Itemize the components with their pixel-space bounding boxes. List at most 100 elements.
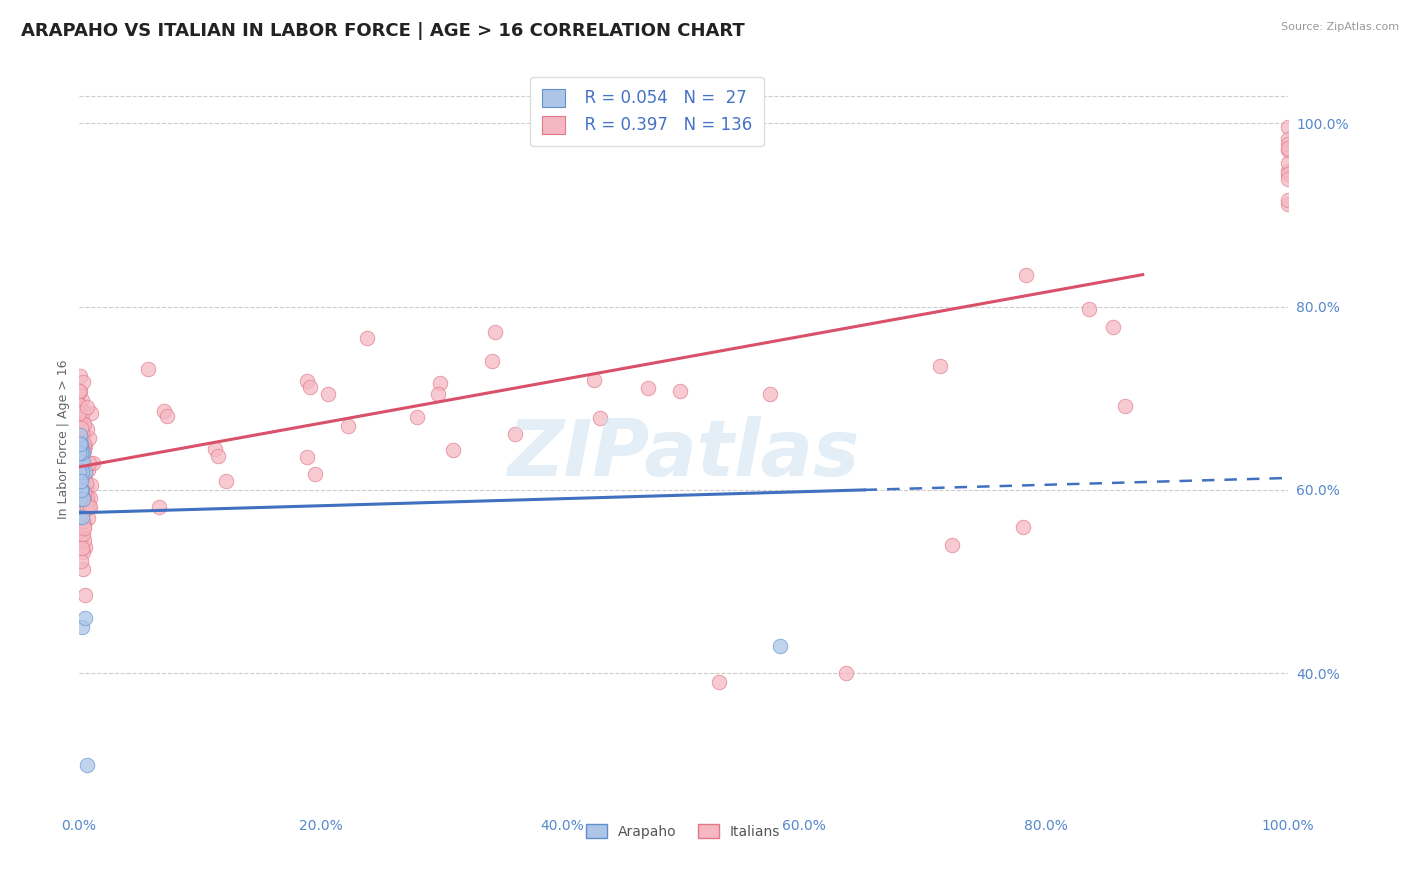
Point [67, 406, 90, 420]
Point [318, 387, 340, 401]
Point [70, 434, 93, 448]
Y-axis label: In Labor Force | Age > 16: In Labor Force | Age > 16 [58, 359, 70, 519]
Point [67, 398, 90, 412]
Point [73, 443, 96, 458]
Point [72, 415, 94, 429]
Point [70, 483, 93, 497]
Point [1277, 140, 1299, 154]
Point [668, 384, 690, 398]
Point [295, 450, 318, 464]
Point [356, 331, 378, 345]
Point [70, 392, 93, 407]
Point [70, 420, 93, 434]
Point [76, 401, 98, 415]
Point [70, 489, 93, 503]
Point [70, 483, 93, 497]
Point [481, 354, 503, 368]
Point [67, 384, 90, 398]
Point [70, 467, 93, 481]
Point [441, 443, 464, 458]
Point [69, 471, 91, 485]
Point [70, 441, 93, 455]
Point [583, 373, 606, 387]
Legend: Arapaho, Italians: Arapaho, Italians [581, 819, 786, 845]
Point [70, 455, 93, 469]
Point [69, 436, 91, 450]
Point [72, 455, 94, 469]
Point [67, 450, 90, 464]
Text: Source: ZipAtlas.com: Source: ZipAtlas.com [1281, 22, 1399, 32]
Point [72, 514, 94, 528]
Point [69, 489, 91, 503]
Point [72, 458, 94, 472]
Point [79, 500, 101, 514]
Point [769, 639, 792, 653]
Point [304, 467, 326, 481]
Point [156, 409, 179, 423]
Point [76, 500, 98, 515]
Point [75, 475, 97, 490]
Text: ARAPAHO VS ITALIAN IN LABOR FORCE | AGE > 16 CORRELATION CHART: ARAPAHO VS ITALIAN IN LABOR FORCE | AGE … [21, 22, 745, 40]
Point [70, 442, 93, 457]
Point [69, 437, 91, 451]
Point [72, 405, 94, 419]
Point [1077, 301, 1099, 316]
Point [72, 526, 94, 541]
Point [73, 470, 96, 484]
Point [429, 376, 451, 390]
Point [69, 504, 91, 518]
Point [336, 419, 359, 434]
Point [79, 500, 101, 514]
Point [77, 456, 100, 470]
Point [69, 369, 91, 384]
Point [759, 387, 782, 401]
Point [70, 455, 93, 469]
Point [69, 474, 91, 488]
Point [204, 442, 226, 456]
Point [70, 463, 93, 477]
Point [406, 409, 429, 424]
Point [70, 446, 93, 460]
Point [69, 491, 91, 506]
Point [76, 463, 98, 477]
Point [73, 471, 96, 485]
Point [73, 440, 96, 454]
Point [67, 531, 90, 545]
Point [69, 455, 91, 469]
Point [69, 461, 91, 475]
Point [72, 446, 94, 460]
Point [1277, 132, 1299, 146]
Point [72, 491, 94, 505]
Point [73, 533, 96, 548]
Point [72, 545, 94, 559]
Point [136, 362, 159, 376]
Point [73, 484, 96, 499]
Point [67, 474, 90, 488]
Point [295, 374, 318, 388]
Point [73, 417, 96, 431]
Point [73, 491, 96, 506]
Point [1114, 399, 1136, 413]
Point [69, 474, 91, 488]
Point [484, 325, 506, 339]
Point [70, 467, 93, 482]
Point [1277, 156, 1299, 170]
Point [69, 523, 91, 537]
Point [707, 675, 730, 690]
Point [73, 465, 96, 479]
Point [70, 469, 93, 483]
Point [75, 589, 97, 603]
Point [72, 375, 94, 389]
Point [215, 475, 238, 489]
Point [1277, 163, 1299, 178]
Point [76, 757, 98, 772]
Point [67, 465, 90, 479]
Point [76, 422, 98, 436]
Point [427, 386, 450, 401]
Point [69, 535, 91, 549]
Point [70, 436, 93, 450]
Point [70, 425, 93, 439]
Point [72, 541, 94, 555]
Point [1277, 171, 1299, 186]
Point [80, 407, 103, 421]
